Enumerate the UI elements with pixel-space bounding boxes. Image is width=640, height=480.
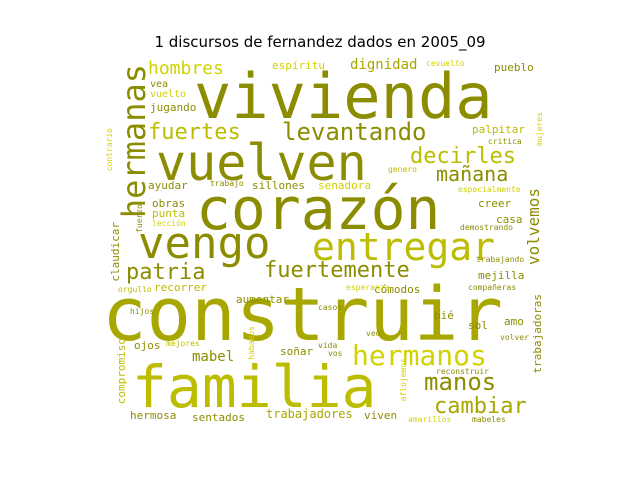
word-trabajadores: trabajadores <box>266 407 353 421</box>
word-sillones: sillones <box>252 179 305 192</box>
word-trabajadoras: trabajadoras <box>531 294 544 374</box>
word-amo: amo <box>504 315 524 328</box>
word-mabeles: mabeles <box>472 415 506 424</box>
word-volvemos: volvemos <box>524 188 543 266</box>
word-hermosa: hermosa <box>130 409 177 422</box>
word-familia: familia <box>132 353 377 421</box>
word-critica: critica <box>488 137 522 146</box>
word-esperanza: esperanza <box>346 283 390 292</box>
chart-title: 1 discursos de fernandez dados en 2005_0… <box>154 33 486 51</box>
word-viven: viven <box>364 409 398 422</box>
word-dignidad: dignidad <box>350 57 418 73</box>
word-pueblo: pueblo <box>494 61 534 74</box>
word-reconstruir: reconstruir <box>436 367 489 376</box>
word-cloud: vivienda vuelven corazón vengo entregar … <box>96 58 548 430</box>
word-hombres: hombres <box>148 58 224 79</box>
word-demostrando: demostrando <box>460 223 513 232</box>
word-espiritu: espíritu <box>272 59 325 72</box>
word-mujeres: mujeres <box>535 112 544 146</box>
word-trabajando: trabajando <box>476 255 525 264</box>
word-manana: mañana <box>436 162 509 186</box>
word-leccion: lección <box>152 219 186 228</box>
word-pie: pié <box>434 309 454 322</box>
word-fuertemente: fuertemente <box>264 258 410 283</box>
word-vengo: vengo <box>138 218 271 269</box>
word-vos: vos <box>328 349 343 358</box>
word-comodos: cómodos <box>374 283 421 296</box>
word-volver: volver <box>500 333 529 342</box>
word-sonar: soñar <box>280 345 314 358</box>
word-jugando: jugando <box>150 101 197 114</box>
word-veo: veo <box>366 329 381 338</box>
word-manos: manos <box>424 368 497 396</box>
word-recorrer: recorrer <box>154 281 207 294</box>
word-vivienda: vivienda <box>194 60 493 133</box>
word-punta: punta <box>152 207 186 220</box>
word-senadora: senadora <box>318 179 371 192</box>
word-ayudar: ayudar <box>148 179 188 192</box>
word-obras: obras <box>152 197 186 210</box>
word-genero: genero <box>388 165 417 174</box>
word-fuerzo: fuerzo <box>135 204 144 233</box>
word-claudicar: claudicar <box>109 222 122 282</box>
word-mabel: mabel <box>192 349 235 365</box>
word-hermanos: hermanos <box>352 339 487 372</box>
word-palpitar: palpitar <box>472 123 525 136</box>
word-companeras: compañeras <box>468 283 517 292</box>
word-cambiar: cambiar <box>434 394 527 419</box>
word-compromiso: compromiso <box>115 338 128 405</box>
word-hijos: hijos <box>130 307 155 316</box>
word-ojos: ojos <box>134 339 161 352</box>
word-sentados: sentados <box>192 411 245 424</box>
word-orgullo: orgullo <box>118 285 152 294</box>
word-contrario: contrario <box>105 128 114 172</box>
word-especialmente: especialmente <box>458 185 521 194</box>
word-mejores: mejores <box>166 339 200 348</box>
word-levantando: levantando <box>282 118 427 146</box>
word-decirles: decirles <box>410 144 516 169</box>
word-creer: creer <box>478 197 512 210</box>
word-sol: sol <box>468 319 488 332</box>
word-aflojemos: aflojemos <box>399 358 408 402</box>
word-aumentar: aumentar <box>236 293 289 306</box>
word-amarillos: amarillos <box>408 415 452 424</box>
word-trabajo: trabajo <box>210 179 244 188</box>
word-hermanas: hermanas <box>115 64 153 219</box>
word-habamos: habamos <box>247 326 256 360</box>
word-mejilla: mejilla <box>478 269 525 282</box>
word-patria: patria <box>126 260 206 285</box>
word-vuelto: vuelto <box>150 89 187 100</box>
word-cevuelto: cevuelto <box>426 59 465 68</box>
word-corazon: corazón <box>196 175 441 243</box>
word-vida: vida <box>318 341 338 350</box>
word-construir: construir <box>102 272 503 358</box>
word-casa: casa <box>496 213 523 226</box>
word-vuelven: vuelven <box>156 134 367 192</box>
word-casos: casos <box>318 303 343 312</box>
word-vea: vea <box>150 79 169 90</box>
word-fuertes: fuertes <box>148 120 241 145</box>
word-entregar: entregar <box>312 225 496 269</box>
